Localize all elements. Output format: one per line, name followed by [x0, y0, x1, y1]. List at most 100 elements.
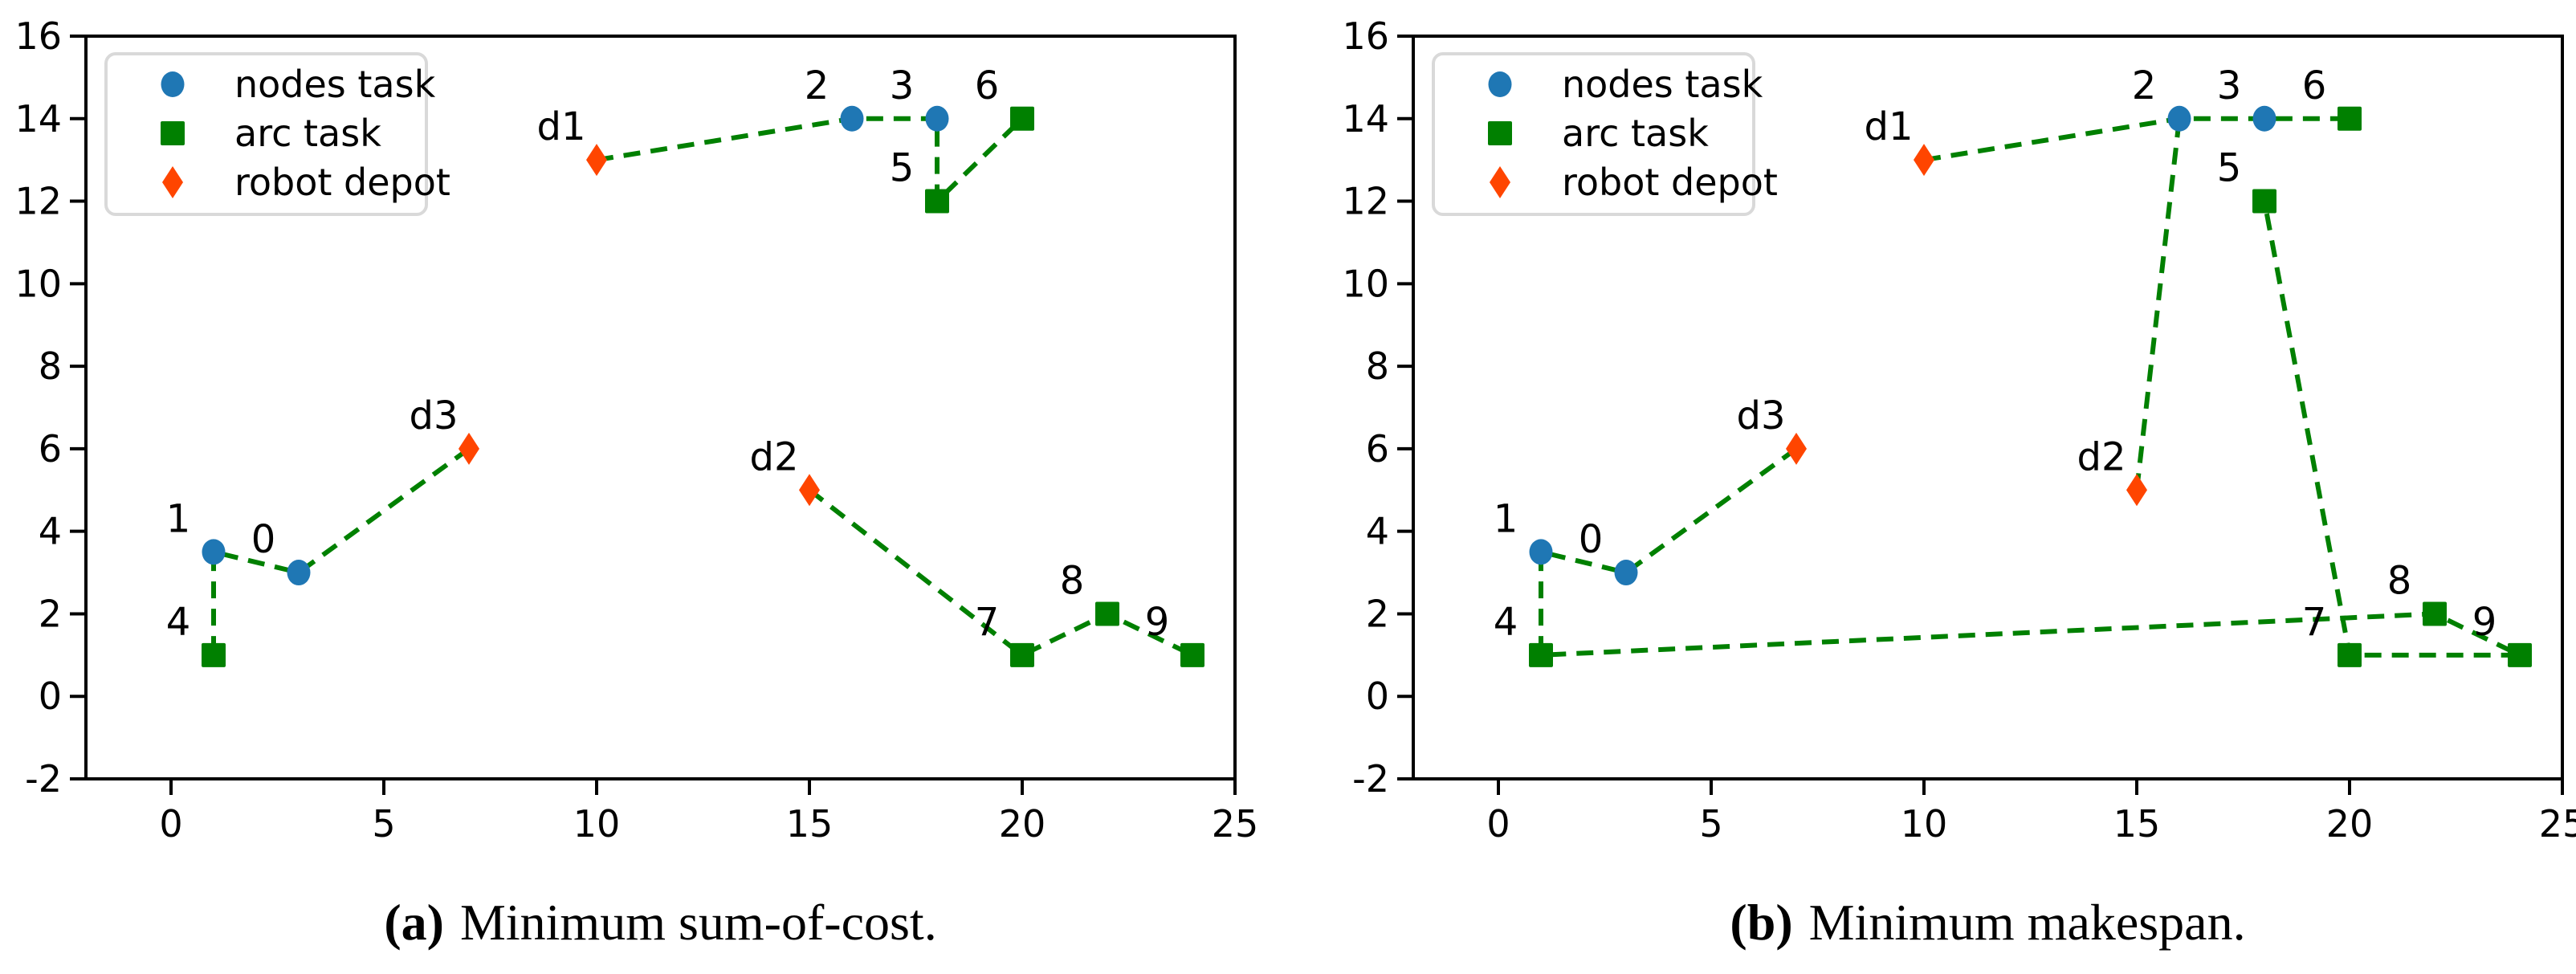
y-axis-tick-label: 8 — [1366, 344, 1389, 388]
point-label-1: 1 — [166, 496, 191, 541]
point-label-7: 7 — [975, 600, 1000, 645]
y-axis-tick-label: 10 — [1342, 262, 1389, 305]
point-label-8: 8 — [2387, 558, 2412, 603]
point-label-2: 2 — [805, 63, 829, 108]
y-axis-tick-label: 4 — [1366, 510, 1389, 553]
marker-arc-9 — [2508, 642, 2532, 667]
point-label-3: 3 — [2217, 63, 2242, 108]
legend-label-depot: robot depot — [1562, 161, 1778, 204]
marker-depot-d1 — [586, 144, 607, 177]
marker-arc-6 — [1010, 106, 1034, 131]
legend-arc-icon — [1488, 121, 1512, 145]
marker-depot-d3 — [1786, 432, 1807, 465]
marker-arc-7 — [2338, 642, 2362, 667]
point-label-5: 5 — [890, 146, 915, 191]
point-label-4: 4 — [166, 600, 191, 645]
y-axis-tick-label: 12 — [1342, 180, 1389, 223]
legend-box — [104, 52, 428, 216]
route-d3-0-1-4 — [211, 446, 471, 655]
x-axis-tick-label: 0 — [159, 802, 182, 846]
y-axis-tick-label: 4 — [39, 510, 62, 553]
point-label-1: 1 — [1494, 496, 1518, 541]
caption-b: (b) Minimum makespan. — [1413, 893, 2562, 952]
marker-node-2 — [840, 105, 864, 132]
point-label-9: 9 — [2472, 600, 2497, 645]
x-axis-tick-label: 15 — [786, 802, 834, 846]
point-label-d2: d2 — [2077, 434, 2126, 479]
point-label-4: 4 — [1494, 600, 1518, 645]
plot-border — [1412, 35, 2564, 780]
y-axis-tick-label: 16 — [1342, 14, 1389, 58]
legend-node-icon — [161, 71, 185, 97]
marker-node-1 — [202, 539, 226, 565]
x-axis-tick-label: 25 — [1212, 802, 1259, 846]
x-axis-tick-label: 10 — [573, 802, 621, 846]
y-axis-tick-label: 14 — [1342, 97, 1389, 141]
point-label-d2: d2 — [749, 434, 798, 479]
marker-arc-8 — [1095, 601, 1119, 626]
x-axis-tick-label: 5 — [1699, 802, 1722, 846]
y-axis-tick-label: -2 — [1352, 757, 1389, 801]
y-axis-tick-label: 2 — [1366, 592, 1389, 635]
x-axis-tick-label: 5 — [372, 802, 395, 846]
marker-node-1 — [1529, 539, 1553, 565]
marker-arc-8 — [2423, 601, 2447, 626]
point-label-d1: d1 — [536, 104, 585, 149]
point-label-6: 6 — [2302, 63, 2327, 108]
point-label-0: 0 — [1579, 517, 1604, 562]
x-axis-tick-label: 10 — [1901, 802, 1948, 846]
route-d2-2 — [2134, 118, 2182, 491]
y-axis-tick-label: 6 — [39, 427, 62, 471]
marker-arc-5 — [2252, 189, 2276, 214]
point-label-6: 6 — [975, 63, 1000, 108]
marker-arc-7 — [1010, 642, 1034, 667]
marker-arc-9 — [1180, 642, 1204, 667]
legend-node-icon — [1488, 71, 1512, 97]
legend-label-node: nodes task — [1562, 63, 1763, 106]
x-axis-tick-label: 15 — [2113, 802, 2161, 846]
y-axis-tick-label: 2 — [39, 592, 62, 635]
point-label-d3: d3 — [1736, 393, 1785, 438]
y-axis-tick-label: 16 — [14, 14, 62, 58]
caption-a: (a) Minimum sum-of-cost. — [86, 893, 1235, 952]
point-label-0: 0 — [251, 517, 276, 562]
marker-depot-d2 — [2126, 474, 2147, 507]
caption-a-label: (a) — [384, 894, 444, 951]
y-axis-tick-label: 0 — [39, 674, 62, 718]
marker-node-3 — [2252, 105, 2276, 132]
point-label-3: 3 — [890, 63, 915, 108]
marker-depot-d2 — [799, 474, 820, 507]
y-axis-tick-label: 14 — [14, 97, 62, 141]
route-d1-2-3-5-6 — [596, 116, 1025, 207]
y-axis-tick-label: 8 — [39, 344, 62, 388]
point-label-7: 7 — [2302, 600, 2327, 645]
marker-arc-6 — [2338, 106, 2362, 131]
legend-label-depot: robot depot — [234, 161, 450, 204]
x-axis-tick-label: 0 — [1486, 802, 1510, 846]
marker-depot-d1 — [1914, 144, 1934, 177]
legend-depot-icon — [1490, 166, 1510, 198]
y-axis-tick-label: 0 — [1366, 674, 1389, 718]
caption-b-text: Minimum makespan. — [1808, 894, 2246, 951]
legend-label-arc: arc task — [234, 112, 381, 155]
route-d1-2-3-6 — [1923, 116, 2350, 163]
point-label-2: 2 — [2132, 63, 2157, 108]
caption-a-text: Minimum sum-of-cost. — [459, 894, 937, 951]
marker-arc-5 — [925, 189, 949, 214]
marker-depot-d3 — [459, 432, 479, 465]
legend-label-node: nodes task — [234, 63, 436, 106]
point-label-d1: d1 — [1864, 104, 1913, 149]
point-label-5: 5 — [2217, 146, 2242, 191]
legend-label-arc: arc task — [1562, 112, 1709, 155]
y-axis-tick-label: 10 — [14, 262, 62, 305]
marker-arc-4 — [202, 642, 226, 667]
marker-node-3 — [925, 105, 949, 132]
marker-arc-4 — [1529, 642, 1553, 667]
x-axis-tick-label: 25 — [2539, 802, 2576, 846]
caption-b-label: (b) — [1730, 894, 1793, 951]
point-label-d3: d3 — [409, 393, 458, 438]
legend-arc-icon — [161, 121, 185, 145]
